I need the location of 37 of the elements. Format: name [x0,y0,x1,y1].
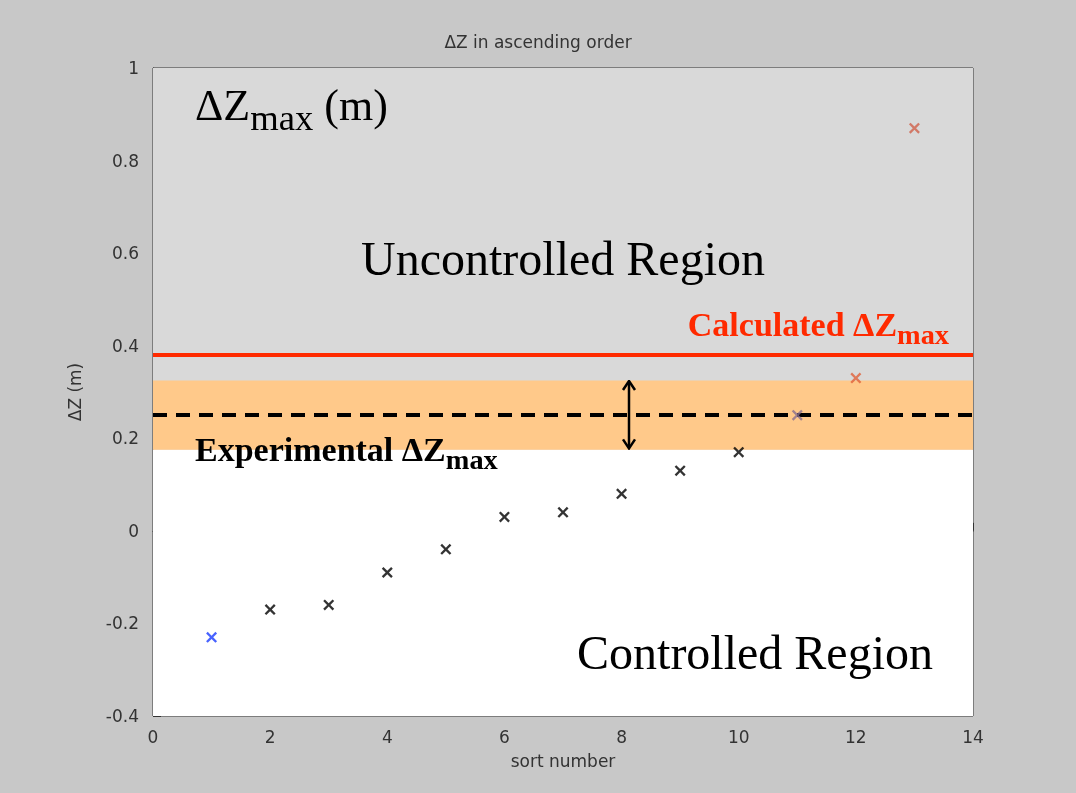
x-axis-title: sort number [510,750,616,771]
point [381,567,393,579]
x-tick-label: 2 [264,726,276,747]
point [674,465,686,477]
ref-line-label: Calculated ΔZ$_{max}$ [687,305,949,350]
band-label: Controlled Region [577,625,933,679]
point [498,511,510,523]
x-tick-label: 0 [147,726,159,747]
point [616,488,628,500]
y-tick-label: 0.6 [111,243,139,264]
y-tick-label: 0.2 [111,428,139,449]
y-tick-label: -0.2 [105,613,139,634]
point [440,543,452,555]
ref-line-label: Experimental ΔZ$_{max}$ [195,431,498,475]
y-tick-label: 0.4 [111,335,139,356]
point [323,599,335,611]
x-tick-label: 4 [381,726,393,747]
y-axis-title: ΔZ (m) [64,362,85,422]
point [850,372,862,384]
point [908,122,920,134]
x-tick-label: 6 [499,726,510,747]
x-tick-label: 14 [962,726,984,747]
point [557,506,569,518]
y-tick-label: 0 [128,520,139,541]
point [264,604,276,616]
x-tick-label: 8 [616,726,627,747]
point [206,631,218,643]
y-tick-label: 0.8 [111,150,139,171]
y-tick-label: 1 [128,58,139,78]
point [791,409,803,421]
point [733,446,745,458]
annotation: ΔZ$_{max}$ (m) [195,81,388,138]
y-tick-label: -0.4 [105,706,139,726]
x-tick-label: 10 [727,726,750,747]
band-label: Uncontrolled Region [361,232,765,286]
chart-title: ΔZ in ascending order [444,31,632,52]
x-tick-label: 12 [845,726,867,747]
